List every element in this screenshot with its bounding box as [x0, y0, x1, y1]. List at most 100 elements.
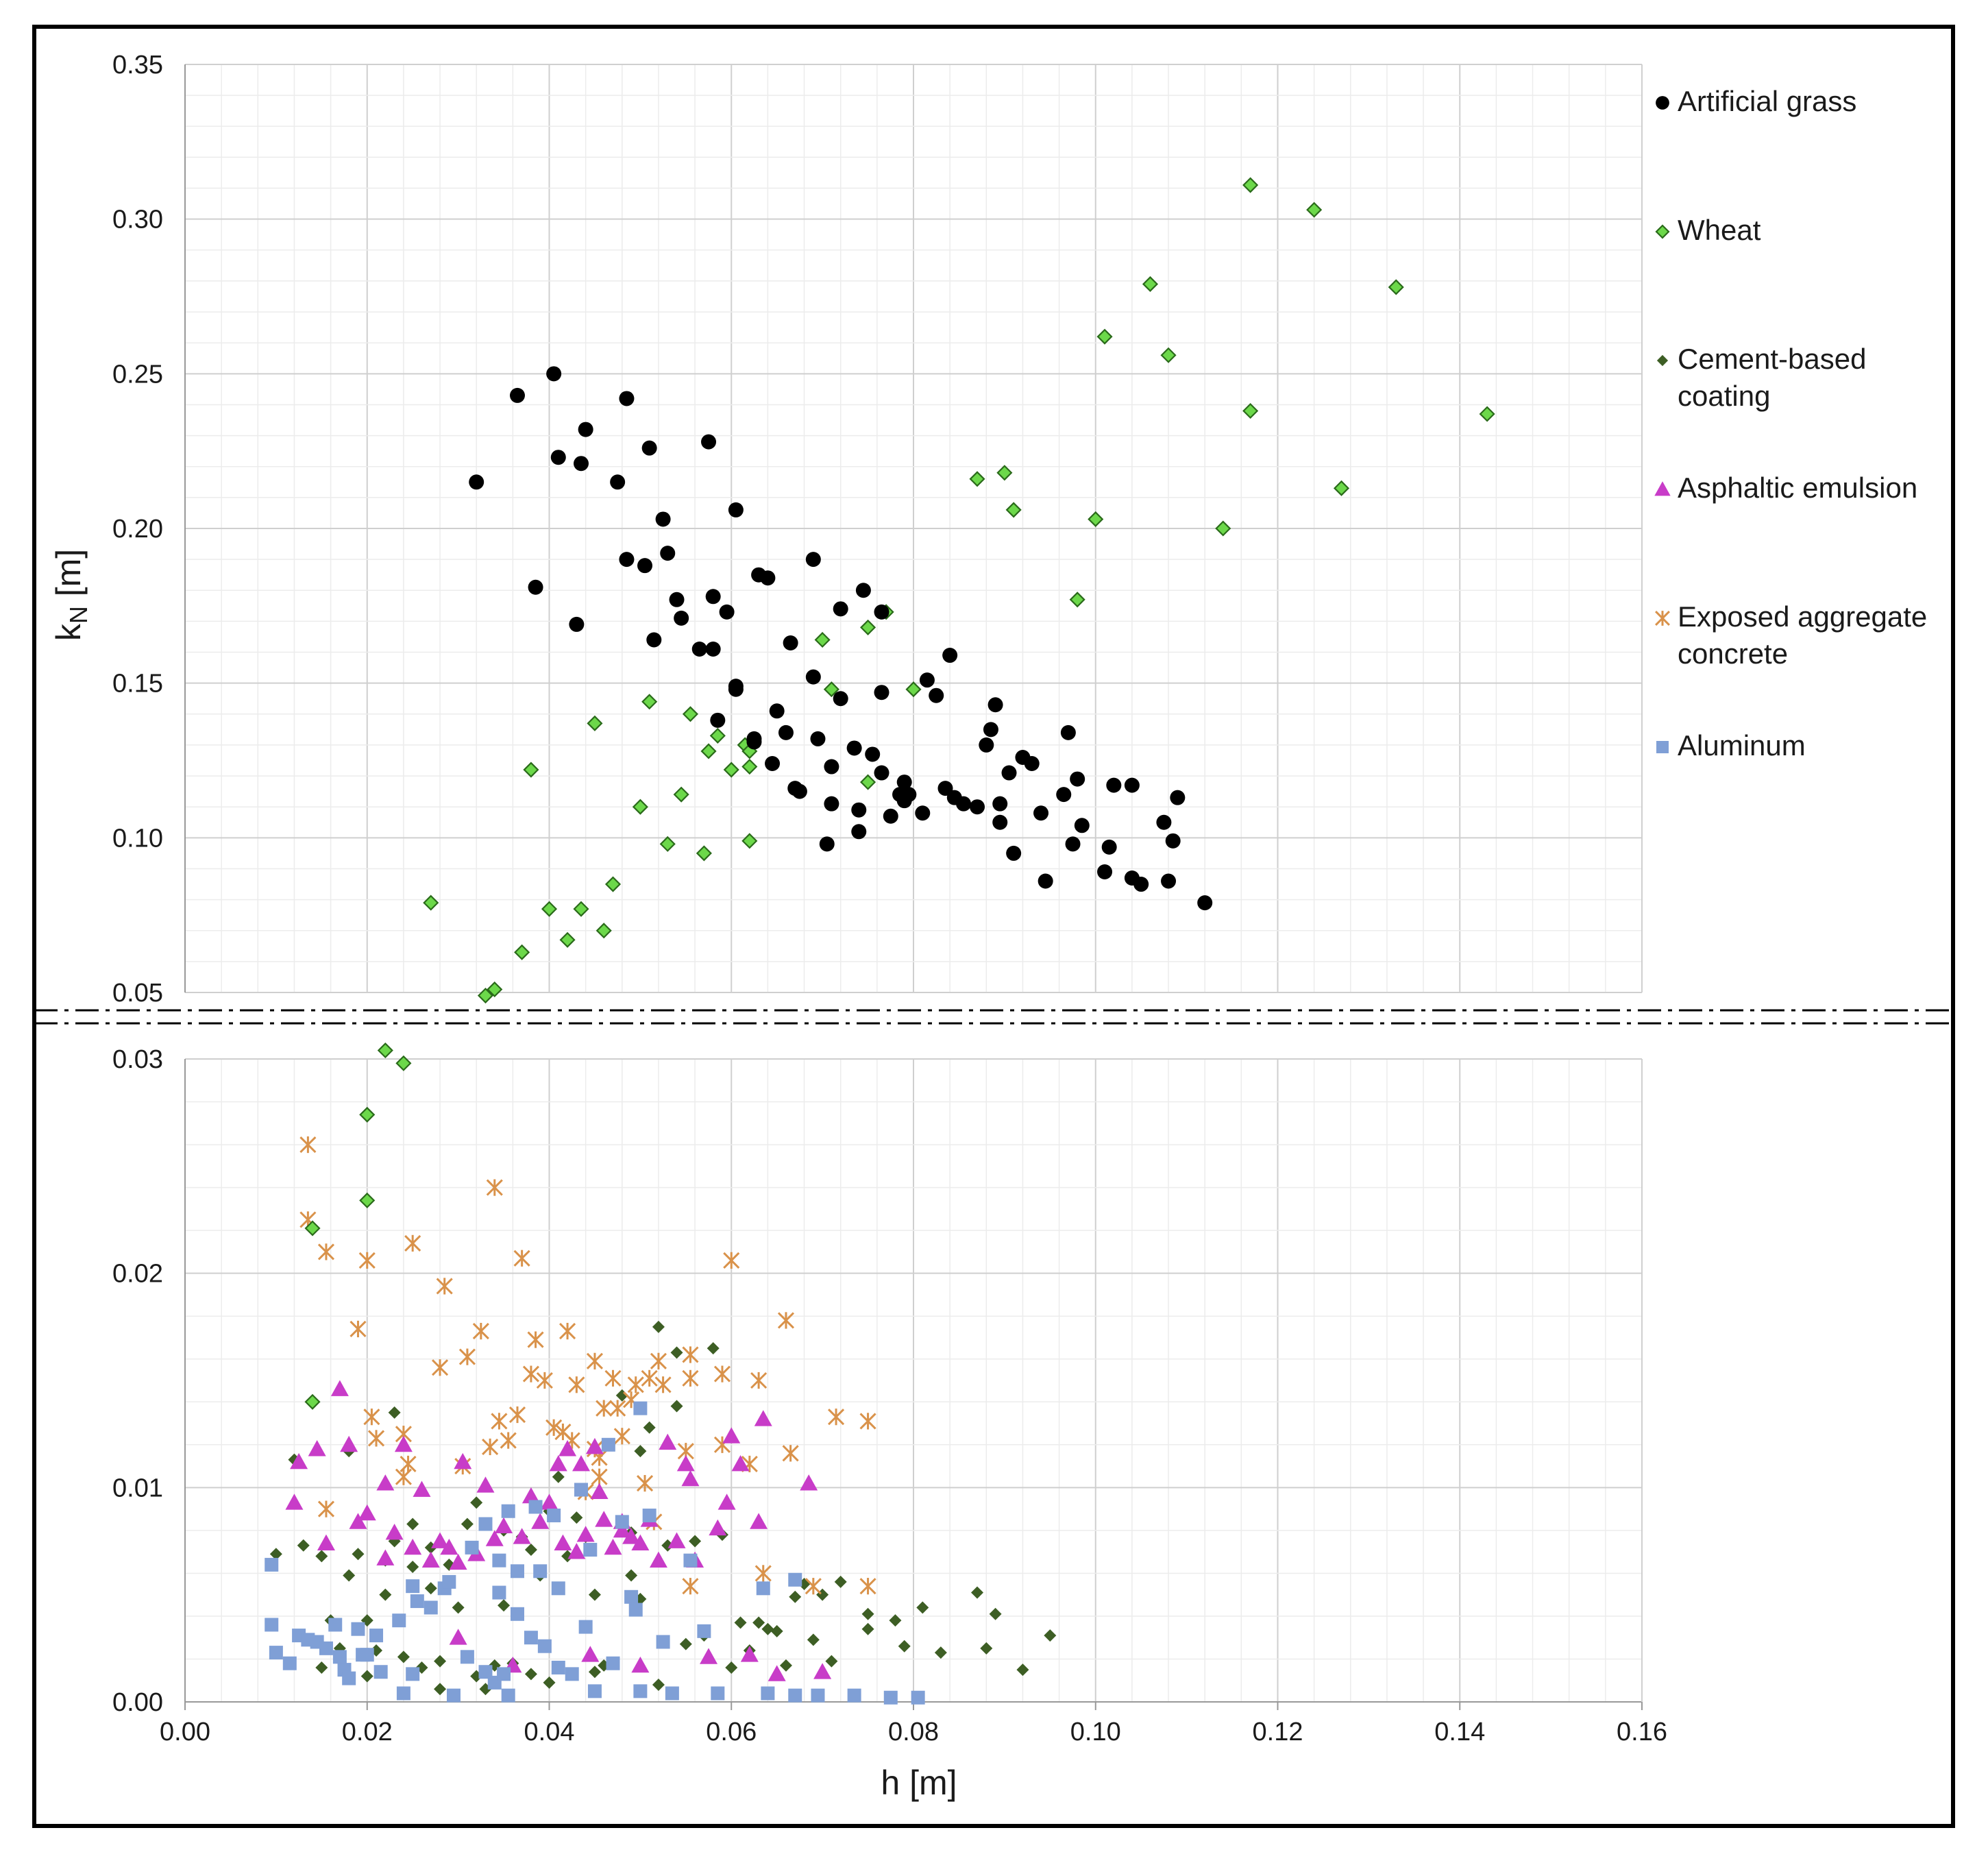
data-point-cement	[679, 1637, 692, 1650]
data-point-exposed	[317, 1243, 335, 1260]
legend-item: Aluminum	[1656, 729, 1806, 761]
data-point-artificial-grass	[824, 759, 839, 775]
data-point-aluminum	[392, 1613, 406, 1628]
data-point-cement	[707, 1342, 720, 1355]
data-point-artificial-grass	[778, 724, 794, 740]
data-point-cement	[916, 1601, 929, 1614]
data-point-artificial-grass	[655, 511, 671, 527]
data-point-asphaltic	[449, 1629, 467, 1645]
data-point-cement	[934, 1646, 947, 1659]
legend-label: Artificial grass	[1678, 85, 1856, 117]
data-point-asphaltic	[549, 1454, 567, 1472]
data-point-cement	[670, 1400, 683, 1413]
data-point-cement	[789, 1590, 802, 1603]
data-point-asphaltic	[731, 1454, 750, 1472]
data-point-artificial-grass	[987, 697, 1003, 713]
data-point-aluminum	[565, 1667, 579, 1681]
data-point-exposed	[400, 1455, 417, 1473]
data-point-aluminum	[547, 1508, 561, 1522]
y-tick-label: 0.01	[112, 1474, 163, 1502]
legend-label: Exposed aggregate	[1678, 600, 1927, 633]
data-point-asphaltic	[585, 1437, 604, 1454]
data-point-asphaltic	[449, 1553, 467, 1570]
data-point-cement	[498, 1599, 511, 1612]
data-point-cement	[552, 1470, 565, 1483]
data-point-artificial-grass	[469, 474, 484, 490]
data-point-aluminum	[332, 1650, 347, 1664]
data-point-aluminum	[501, 1504, 515, 1518]
data-point-artificial-grass	[970, 799, 985, 815]
data-point-cement	[625, 1569, 638, 1582]
data-point-exposed	[522, 1365, 539, 1382]
data-point-exposed	[513, 1250, 530, 1267]
data-point-asphaltic	[576, 1526, 595, 1542]
data-point-artificial-grass	[705, 642, 721, 657]
data-point-wheat	[604, 876, 622, 892]
data-point-wheat	[423, 894, 439, 911]
data-point-asphaltic	[659, 1433, 677, 1450]
data-point-aluminum	[510, 1564, 524, 1579]
data-point-wheat	[477, 987, 494, 1004]
data-point-artificial-grass	[805, 552, 821, 568]
data-point-cement	[352, 1548, 365, 1561]
data-point-cement	[379, 1588, 392, 1601]
data-point-artificial-grass	[1101, 839, 1117, 855]
data-point-aluminum	[628, 1603, 643, 1617]
data-point-artificial-grass	[896, 775, 912, 790]
data-point-cement	[761, 1622, 774, 1635]
data-point-asphaltic	[404, 1538, 422, 1555]
data-point-artificial-grass	[719, 604, 735, 620]
data-point-wheat	[596, 923, 612, 939]
legend-marker	[1655, 224, 1670, 239]
data-point-artificial-grass	[637, 558, 653, 574]
data-point-wheat	[304, 1220, 321, 1236]
data-point-cement	[834, 1575, 847, 1588]
data-point-asphaltic	[700, 1648, 718, 1664]
y-tick-label: 0.05	[112, 979, 163, 1008]
data-point-wheat	[1142, 276, 1159, 293]
data-point-artificial-grass	[855, 583, 871, 598]
data-point-asphaltic	[581, 1646, 600, 1662]
data-point-wheat	[587, 715, 603, 731]
x-tick-label: 0.14	[1434, 1718, 1485, 1746]
data-point-aluminum	[478, 1517, 493, 1531]
series-exposed	[299, 1136, 876, 1595]
data-point-wheat	[377, 1042, 393, 1059]
data-point-exposed	[859, 1413, 876, 1430]
data-point-asphaltic	[667, 1532, 686, 1548]
data-point-wheat	[1242, 402, 1259, 419]
tick-labels: 0.00 0.02 0.04 0.06 0.08 0.10 0.12 0.14 0.16 0.05…	[112, 51, 1667, 1746]
data-point-asphaltic	[521, 1487, 540, 1504]
data-point-artificial-grass	[1001, 765, 1017, 781]
y-axis-label-sub: N	[64, 606, 93, 624]
data-point-aluminum	[633, 1684, 648, 1698]
data-point-artificial-grass	[641, 440, 657, 456]
x-tick-label: 0.00	[160, 1718, 210, 1746]
data-point-wheat	[814, 631, 831, 648]
data-point-aluminum	[615, 1515, 629, 1529]
data-point-artificial-grass	[705, 589, 721, 605]
grid-lines	[184, 64, 1643, 1703]
data-point-wheat	[823, 681, 839, 698]
data-point-cement	[1044, 1629, 1057, 1642]
data-point-aluminum	[497, 1667, 511, 1681]
x-axis-label: h [m]	[881, 1764, 957, 1802]
data-point-cement	[524, 1544, 537, 1557]
data-point-cement	[971, 1586, 984, 1599]
legend-marker	[1654, 481, 1671, 496]
data-point-asphaltic	[631, 1534, 650, 1551]
data-point-artificial-grass	[874, 685, 889, 700]
data-point-exposed	[527, 1331, 544, 1348]
data-point-cement	[807, 1633, 820, 1646]
data-point-wheat	[395, 1055, 412, 1071]
data-point-exposed	[609, 1400, 626, 1417]
data-points	[265, 177, 1495, 1705]
data-point-cement	[315, 1661, 328, 1674]
data-point-artificial-grass	[1033, 805, 1049, 821]
data-point-exposed	[358, 1252, 376, 1269]
data-point-aluminum	[492, 1553, 506, 1568]
data-point-exposed	[431, 1359, 449, 1376]
x-tick-label: 0.04	[524, 1718, 575, 1746]
data-point-artificial-grass	[833, 601, 848, 617]
data-point-wheat	[1160, 347, 1177, 363]
